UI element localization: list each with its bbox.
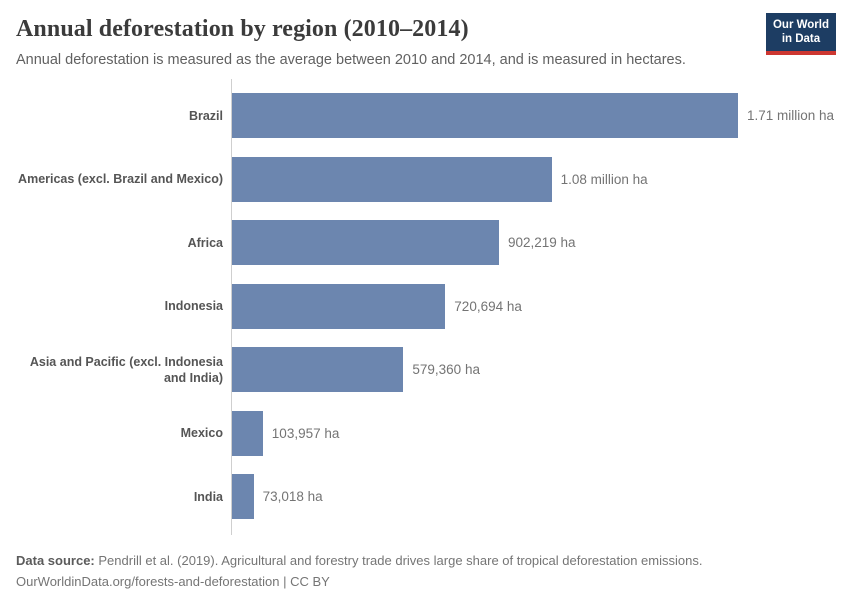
bar[interactable]: [232, 410, 263, 456]
chart-header: Annual deforestation by region (2010–201…: [16, 0, 836, 70]
data-source-line: Data source: Pendrill et al. (2019). Agr…: [16, 551, 836, 572]
license-cc-by-link[interactable]: CC BY: [290, 573, 330, 589]
data-source-label: Data source:: [16, 553, 95, 568]
bar-track: 1.71 million ha: [231, 93, 836, 139]
owid-logo[interactable]: Our World in Data: [765, 13, 836, 55]
chart-row: Mexico 103,957 ha: [16, 402, 836, 466]
bar-track: 720,694 ha: [231, 283, 836, 329]
chart-footer: Data source: Pendrill et al. (2019). Agr…: [16, 551, 836, 592]
value-label: 579,360 ha: [412, 362, 480, 378]
bar[interactable]: [232, 93, 738, 139]
y-axis-line: [231, 79, 232, 535]
value-label: 103,957 ha: [271, 425, 340, 441]
chart-row: Indonesia 720,694 ha: [16, 275, 836, 339]
bar-track: 1.08 million ha: [231, 156, 836, 202]
data-source-text[interactable]: Pendrill et al. (2019). Agricultural and…: [98, 553, 703, 568]
chart-row: India 73,018 ha: [16, 465, 836, 529]
canonical-url-link[interactable]: OurWorldinData.org/forests-and-deforesta…: [16, 573, 280, 589]
category-label: Indonesia: [164, 299, 223, 314]
bar[interactable]: [232, 156, 552, 202]
bar[interactable]: [232, 474, 254, 520]
footer-url-line: OurWorldinData.org/forests-and-deforesta…: [16, 572, 836, 593]
bar[interactable]: [232, 347, 404, 393]
category-label: Africa: [187, 235, 223, 250]
bar[interactable]: [232, 220, 499, 266]
bar-track: 579,360 ha: [231, 347, 836, 393]
bar-track: 103,957 ha: [231, 410, 836, 456]
owid-logo-line2: in Data: [781, 32, 821, 45]
category-label: Americas (excl. Brazil and Mexico): [18, 172, 223, 187]
footer-separator: |: [279, 573, 291, 589]
value-label: 902,219 ha: [508, 235, 576, 251]
chart-row: Americas (excl. Brazil and Mexico) 1.08 m…: [16, 148, 836, 212]
category-label: India: [193, 489, 223, 504]
bar-track: 73,018 ha: [231, 474, 836, 520]
chart-subtitle: Annual deforestation is measured as the …: [16, 52, 686, 68]
category-label: Mexico: [180, 426, 223, 441]
bar[interactable]: [232, 283, 446, 329]
value-label: 720,694 ha: [454, 298, 522, 314]
category-label: Brazil: [188, 108, 223, 123]
bar-chart: Brazil 1.71 million ha Americas (excl. Bra…: [16, 79, 836, 535]
value-label: 1.08 million ha: [560, 171, 648, 187]
value-label: 73,018 ha: [262, 489, 323, 505]
value-label: 1.71 million ha: [747, 108, 835, 124]
bar-track: 902,219 ha: [231, 220, 836, 266]
chart-row: Asia and Pacific (excl. Indonesia and In…: [16, 338, 836, 402]
owid-logo-line1: Our World: [772, 19, 829, 31]
category-label: Asia and Pacific (excl. Indonesia and In…: [29, 354, 223, 385]
chart-row: Brazil 1.71 million ha: [16, 84, 836, 148]
chart-row: Africa 902,219 ha: [16, 211, 836, 275]
chart-title: Annual deforestation by region (2010–201…: [16, 16, 469, 42]
